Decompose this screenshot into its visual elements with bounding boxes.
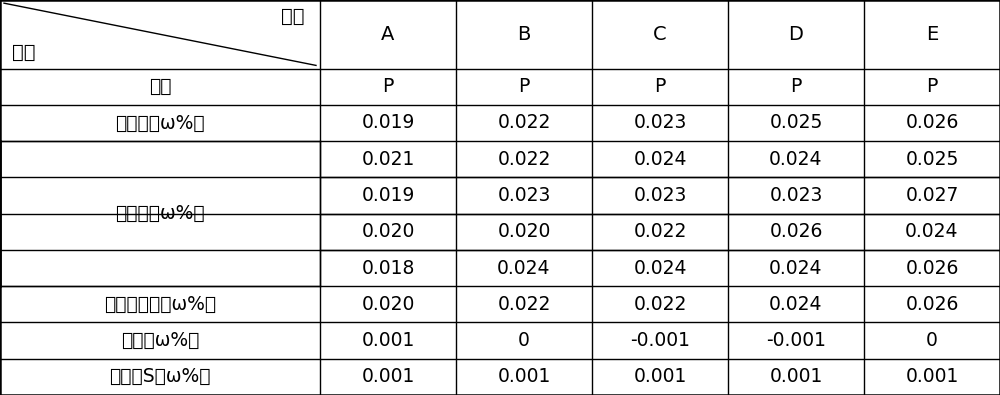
Text: P: P bbox=[518, 77, 530, 96]
Text: 项目: 项目 bbox=[12, 42, 36, 62]
Text: 0.023: 0.023 bbox=[633, 186, 687, 205]
Text: 0.024: 0.024 bbox=[633, 259, 687, 278]
Text: 0.023: 0.023 bbox=[497, 186, 551, 205]
Text: P: P bbox=[382, 77, 394, 96]
Text: 0.026: 0.026 bbox=[769, 222, 823, 241]
Text: -0.001: -0.001 bbox=[766, 331, 826, 350]
Text: 0.023: 0.023 bbox=[633, 113, 687, 132]
Text: 0.026: 0.026 bbox=[905, 113, 959, 132]
Text: 0: 0 bbox=[926, 331, 938, 350]
Text: 0.024: 0.024 bbox=[905, 222, 959, 241]
Text: 0.018: 0.018 bbox=[361, 259, 415, 278]
Text: C: C bbox=[653, 25, 667, 44]
Text: 误差（ω%）: 误差（ω%） bbox=[121, 331, 199, 350]
Text: 0.001: 0.001 bbox=[633, 367, 687, 386]
Text: 0.025: 0.025 bbox=[769, 113, 823, 132]
Text: 0.024: 0.024 bbox=[769, 150, 823, 169]
Text: 0.020: 0.020 bbox=[361, 295, 415, 314]
Text: 0.001: 0.001 bbox=[361, 367, 415, 386]
Text: 样品: 样品 bbox=[282, 7, 305, 26]
Text: 0.022: 0.022 bbox=[497, 295, 551, 314]
Text: 0.001: 0.001 bbox=[497, 367, 551, 386]
Text: 0.022: 0.022 bbox=[633, 222, 687, 241]
Text: 元素: 元素 bbox=[149, 77, 171, 96]
Text: 0.022: 0.022 bbox=[497, 150, 551, 169]
Text: 0.019: 0.019 bbox=[361, 186, 415, 205]
Text: 0.026: 0.026 bbox=[905, 259, 959, 278]
Text: 测定值（ω%）: 测定值（ω%） bbox=[115, 204, 205, 223]
Text: 标准值（ω%）: 标准值（ω%） bbox=[115, 113, 205, 132]
Text: P: P bbox=[790, 77, 802, 96]
Bar bbox=[0, 141, 320, 286]
Text: 0.001: 0.001 bbox=[361, 331, 415, 350]
Text: 0.024: 0.024 bbox=[497, 259, 551, 278]
Text: 0.001: 0.001 bbox=[905, 367, 959, 386]
Text: 0.027: 0.027 bbox=[905, 186, 959, 205]
Text: 0.022: 0.022 bbox=[497, 113, 551, 132]
Text: D: D bbox=[789, 25, 803, 44]
Text: P: P bbox=[654, 77, 666, 96]
Text: 0.021: 0.021 bbox=[361, 150, 415, 169]
Text: 0.019: 0.019 bbox=[361, 113, 415, 132]
Text: 标准偏S（ω%）: 标准偏S（ω%） bbox=[109, 367, 211, 386]
Text: 0.020: 0.020 bbox=[497, 222, 551, 241]
Text: E: E bbox=[926, 25, 938, 44]
Text: 0.020: 0.020 bbox=[361, 222, 415, 241]
Text: -0.001: -0.001 bbox=[630, 331, 690, 350]
Text: 0.025: 0.025 bbox=[905, 150, 959, 169]
Text: 0.001: 0.001 bbox=[769, 367, 823, 386]
Text: 0.024: 0.024 bbox=[633, 150, 687, 169]
Text: P: P bbox=[926, 77, 938, 96]
Text: A: A bbox=[381, 25, 395, 44]
Text: 0.024: 0.024 bbox=[769, 295, 823, 314]
Text: 0.023: 0.023 bbox=[769, 186, 823, 205]
Text: 0.022: 0.022 bbox=[633, 295, 687, 314]
Text: 0.024: 0.024 bbox=[769, 259, 823, 278]
Text: 测定值均值（ω%）: 测定值均值（ω%） bbox=[104, 295, 216, 314]
Text: 0.026: 0.026 bbox=[905, 295, 959, 314]
Text: 0: 0 bbox=[518, 331, 530, 350]
Text: B: B bbox=[517, 25, 531, 44]
